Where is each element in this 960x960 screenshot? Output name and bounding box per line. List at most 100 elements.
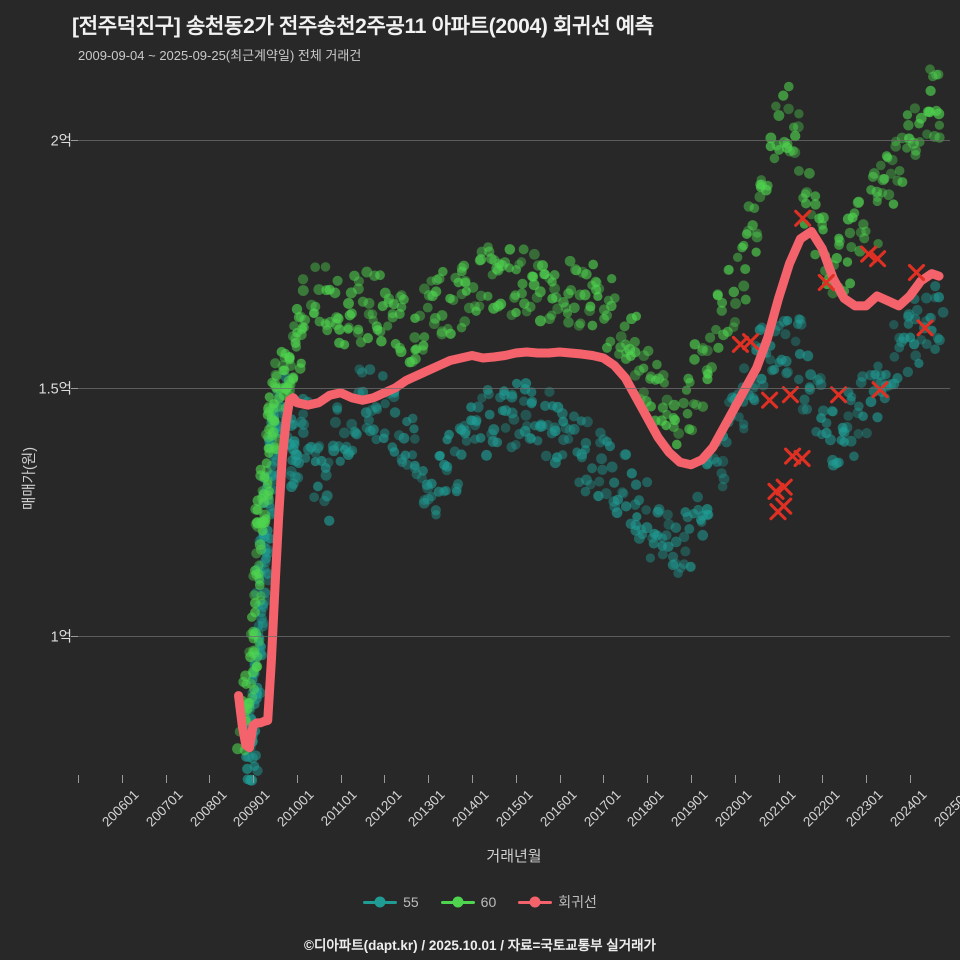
legend-item-회귀선[interactable]: 회귀선 — [518, 892, 597, 912]
scatter-point — [587, 320, 598, 331]
x-tick-label: 200701 — [142, 787, 186, 830]
scatter-point — [701, 365, 713, 376]
scatter-point — [754, 191, 766, 203]
legend-item-60[interactable]: 60 — [440, 894, 496, 910]
scatter-point — [357, 386, 369, 398]
scatter-point — [332, 402, 343, 413]
cancelled-trade-marker — [907, 263, 926, 282]
scatter-point — [418, 340, 429, 351]
x-tick-label: 200901 — [230, 787, 274, 830]
scatter-point — [402, 459, 413, 470]
cancelled-trade-marker — [871, 381, 889, 399]
scatter-point — [881, 369, 891, 380]
scatter-point — [641, 505, 651, 515]
scatter-point — [810, 199, 821, 210]
scatter-point — [685, 377, 695, 387]
scatter-point — [799, 394, 810, 405]
scatter-point — [831, 458, 842, 469]
scatter-point — [858, 411, 868, 422]
scatter-point — [267, 377, 277, 388]
scatter-point — [670, 522, 682, 533]
scatter-point — [631, 311, 642, 321]
cancelled-trade-marker — [793, 449, 811, 468]
scatter-point — [723, 264, 734, 276]
scatter-point — [610, 293, 620, 303]
scatter-point — [883, 189, 895, 201]
scatter-point — [504, 263, 514, 273]
scatter-point — [410, 313, 420, 324]
scatter-point — [794, 349, 805, 360]
scatter-point — [254, 539, 266, 551]
scatter-point — [329, 287, 341, 299]
scatter-point — [488, 424, 500, 436]
scatter-point — [343, 324, 353, 334]
scatter-point — [367, 309, 378, 320]
scatter-point — [449, 446, 460, 457]
scatter-point — [264, 392, 275, 402]
scatter-point — [378, 371, 388, 381]
scatter-point — [668, 421, 679, 433]
scatter-point — [321, 320, 332, 331]
scatter-point — [364, 364, 376, 375]
scatter-point — [662, 509, 673, 520]
scatter-point — [344, 310, 355, 321]
scatter-point — [250, 587, 262, 599]
y-tick — [71, 636, 78, 637]
scatter-point — [914, 118, 924, 129]
scatter-point — [564, 255, 576, 267]
x-tick — [428, 775, 430, 783]
scatter-point — [599, 313, 610, 324]
scatter-point — [657, 402, 668, 413]
scatter-point — [580, 437, 592, 449]
x-tick — [866, 775, 868, 783]
y-tick-label: 1.5억 — [38, 381, 73, 398]
scatter-point — [323, 457, 334, 468]
scatter-point — [642, 477, 653, 488]
scatter-point — [451, 486, 462, 497]
scatter-point — [854, 401, 864, 412]
scatter-point — [291, 342, 302, 352]
scatter-point — [841, 422, 853, 433]
scatter-point — [571, 265, 582, 276]
scatter-point — [789, 147, 801, 158]
scatter-point — [255, 544, 267, 555]
scatter-point — [773, 110, 785, 121]
scatter-point — [426, 276, 436, 286]
scatter-point — [749, 203, 760, 213]
legend-item-55[interactable]: 55 — [363, 894, 419, 910]
scatter-point — [354, 364, 365, 375]
scatter-point — [612, 494, 624, 505]
scatter-point — [877, 187, 888, 198]
scatter-point — [594, 283, 605, 294]
scatter-point — [245, 678, 256, 689]
scatter-point — [718, 473, 730, 485]
scatter-point — [329, 416, 341, 428]
scatter-point — [734, 412, 744, 422]
scatter-point — [516, 257, 527, 267]
scatter-point — [267, 404, 278, 415]
scatter-point — [638, 350, 650, 362]
scatter-point — [858, 219, 869, 230]
scatter-point — [409, 332, 421, 343]
scatter-point — [456, 322, 467, 333]
scatter-point — [422, 493, 434, 505]
scatter-point — [629, 370, 641, 381]
scatter-point — [534, 315, 546, 327]
scatter-point — [802, 350, 814, 362]
scatter-point — [609, 477, 620, 488]
scatter-point — [431, 274, 443, 286]
scatter-point — [525, 301, 536, 313]
scatter-point — [459, 275, 471, 287]
scatter-point — [717, 297, 728, 308]
scatter-point — [903, 309, 915, 321]
legend-swatch-icon — [363, 900, 398, 904]
scatter-point — [837, 422, 848, 433]
scatter-point — [481, 449, 492, 461]
scatter-point — [875, 370, 886, 381]
scatter-point — [663, 541, 674, 552]
scatter-point — [270, 416, 280, 427]
x-tick-label: 201601 — [537, 787, 580, 830]
scatter-point — [388, 299, 400, 310]
scatter-point — [585, 301, 596, 312]
scatter-point — [419, 332, 430, 342]
